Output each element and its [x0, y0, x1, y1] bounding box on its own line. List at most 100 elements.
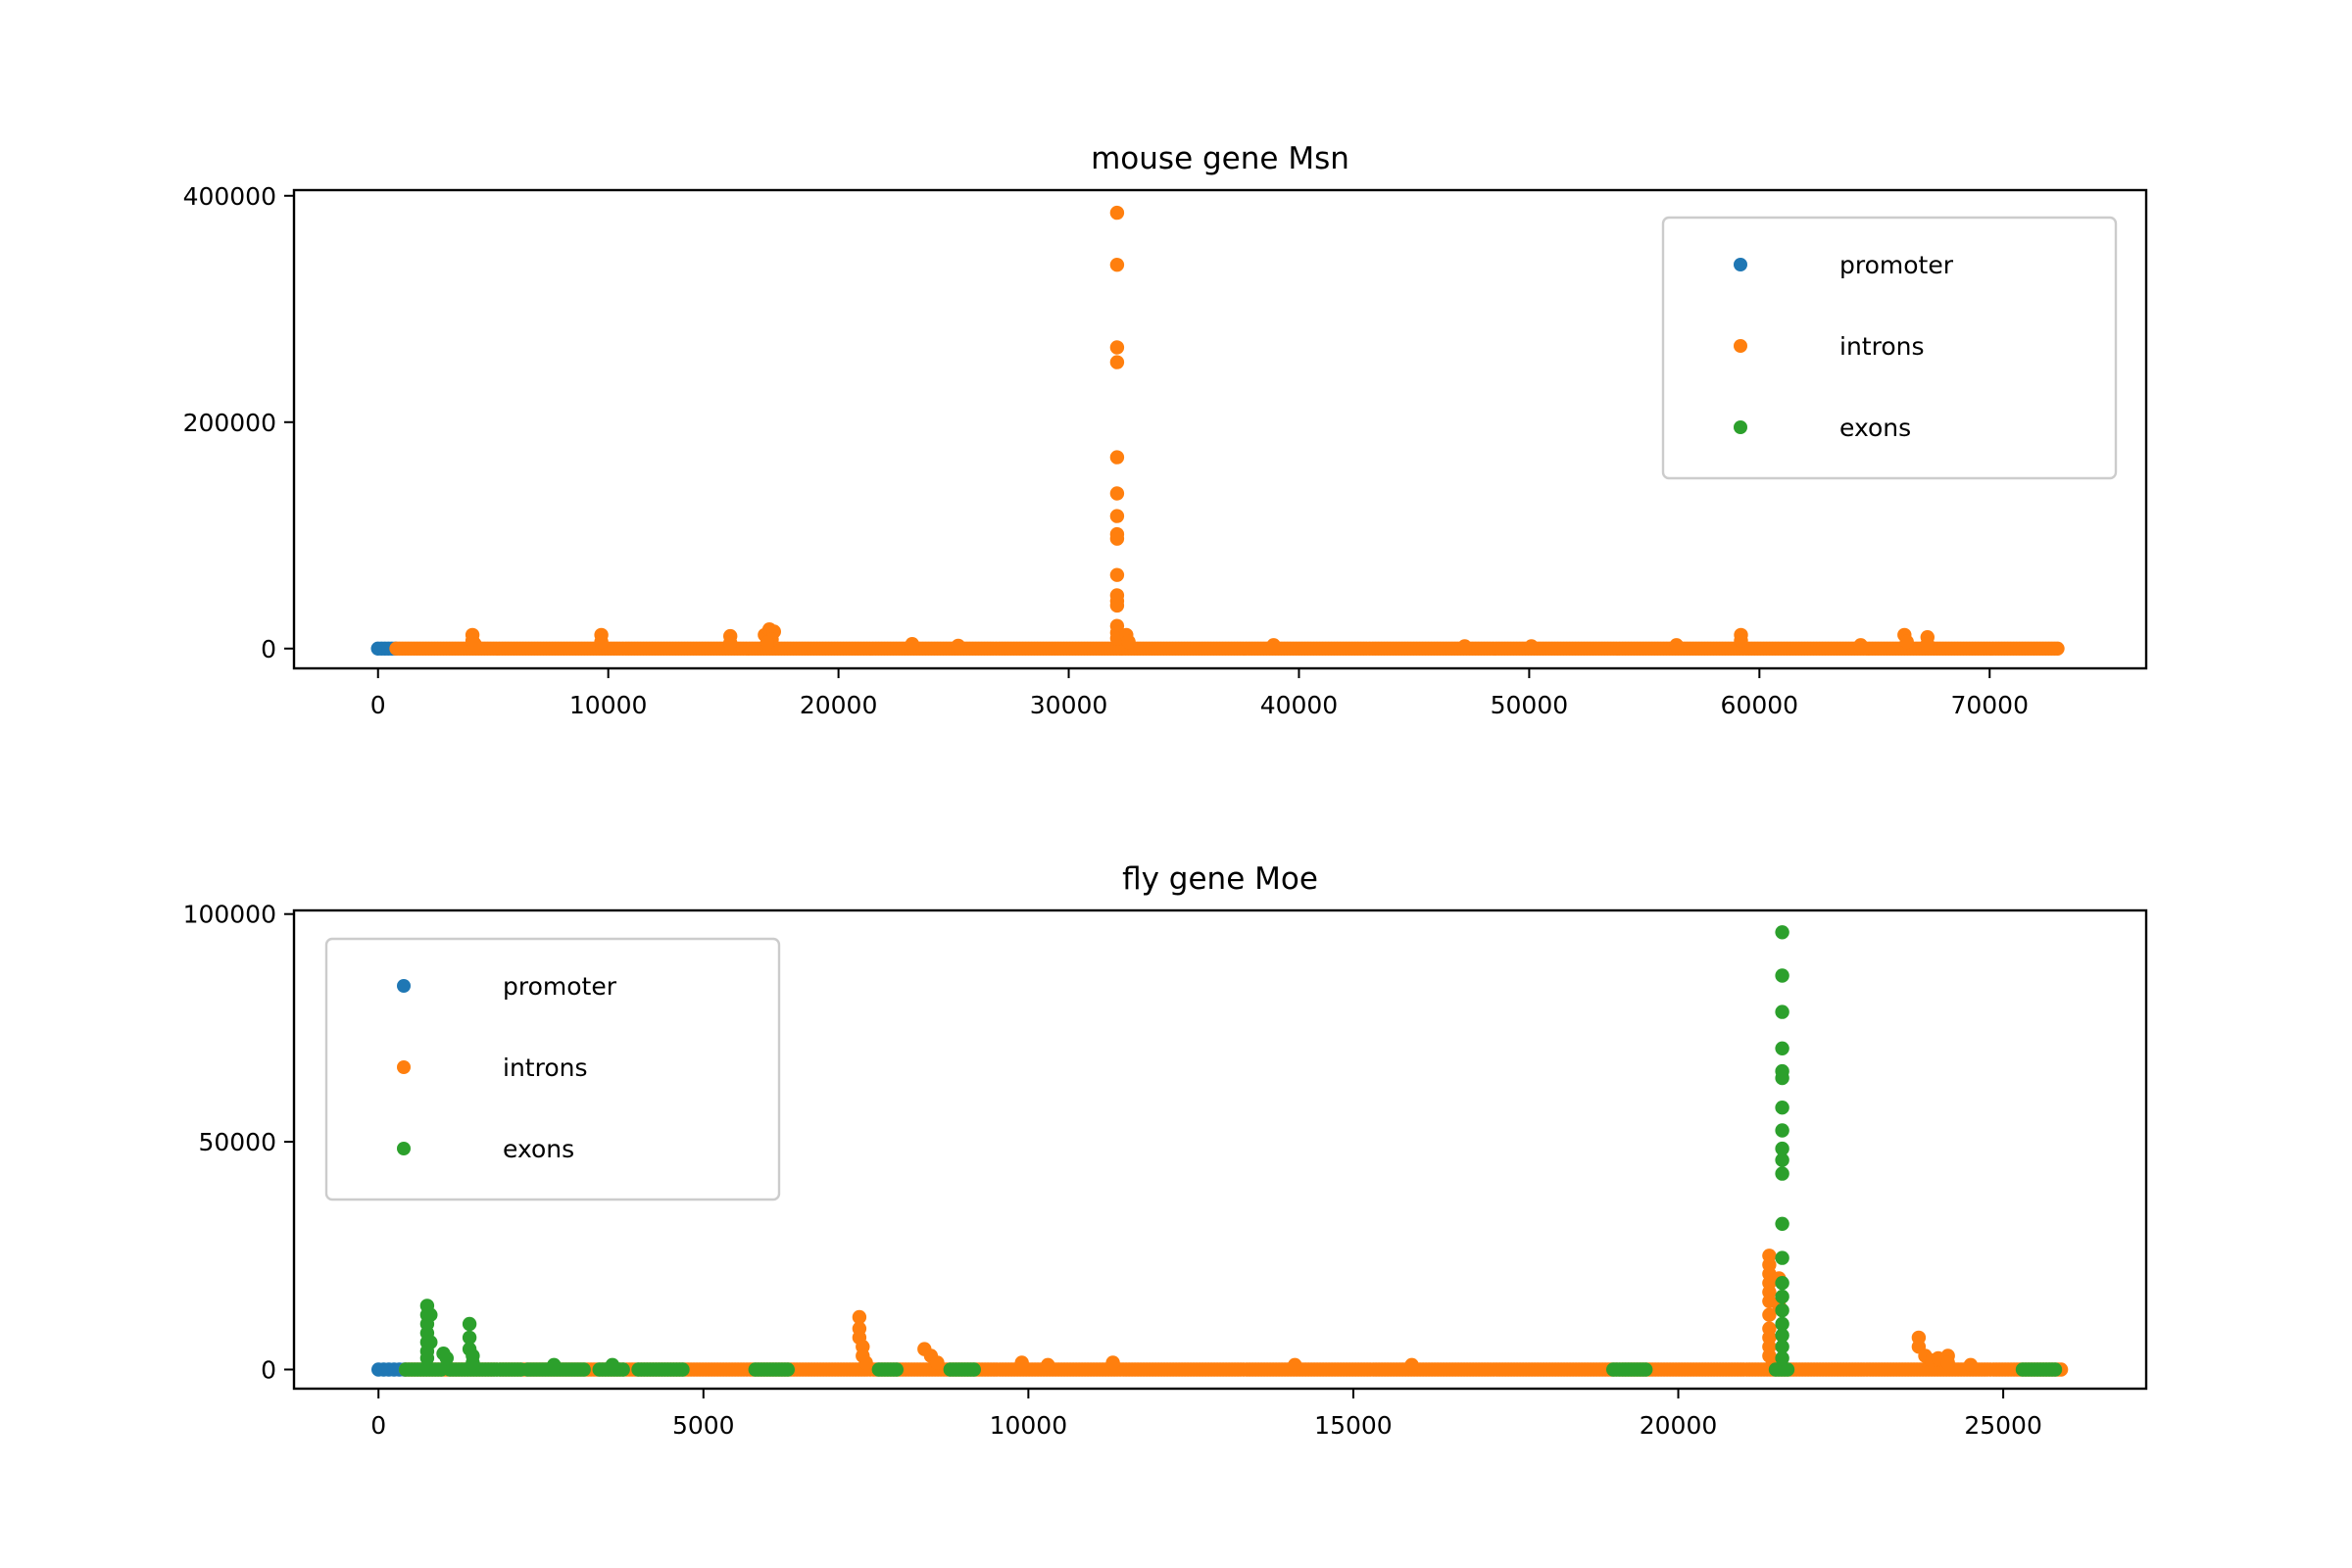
exons-point: [419, 1350, 435, 1366]
exons-point: [605, 1357, 620, 1373]
legend-marker: [397, 1060, 411, 1074]
x-tick-label: 40000: [1260, 691, 1339, 719]
data-points: [370, 205, 2065, 656]
introns-point: [1109, 486, 1125, 501]
y-tick-label: 100000: [183, 901, 276, 929]
exons-point: [466, 1355, 480, 1370]
legend-marker: [1734, 339, 1747, 353]
y-axis: 0 200000 400000: [183, 182, 294, 663]
exons-point: [1775, 1276, 1789, 1291]
chart-title: mouse gene Msn: [1091, 141, 1349, 176]
exons-point: [1775, 1216, 1789, 1232]
legend: promoter introns exons: [1661, 216, 2118, 480]
x-tick-label: 10000: [990, 1411, 1068, 1440]
chart-panel-1: mouse gene Msn 0 10000 20000 30000 40000 50000…: [183, 141, 2148, 719]
introns-point: [2050, 641, 2065, 656]
y-tick-label: 0: [261, 1355, 276, 1384]
x-tick-label: 10000: [569, 691, 648, 719]
x-tick-label: 0: [370, 691, 386, 719]
introns-point: [467, 637, 482, 652]
introns-point: [1121, 634, 1136, 650]
exons-point: [675, 1362, 690, 1377]
x-tick-label: 0: [370, 1411, 386, 1440]
legend-marker: [397, 1142, 411, 1155]
legend-label: exons: [1839, 414, 1911, 442]
axes-frame: [292, 188, 2148, 670]
introns-point: [1109, 567, 1125, 582]
introns-point: [1963, 1357, 1979, 1373]
exons-point: [1775, 1152, 1789, 1167]
introns-point: [1762, 1307, 1777, 1322]
introns-point: [1266, 638, 1281, 653]
x-tick-label: 25000: [1964, 1411, 2042, 1440]
legend-label: promoter: [503, 972, 617, 1001]
exons-point: [1775, 1316, 1789, 1332]
introns-point: [594, 634, 609, 650]
exons-point: [1775, 1340, 1789, 1354]
legend-marker: [1734, 258, 1747, 271]
legend-entry: exons: [397, 1135, 574, 1163]
introns-point: [1899, 634, 1914, 650]
exons-point: [576, 1362, 591, 1377]
exons-point: [966, 1362, 981, 1377]
y-tick-label: 400000: [183, 182, 276, 211]
introns-point: [1109, 340, 1125, 355]
introns-point: [1288, 1357, 1302, 1373]
series-introns: [389, 205, 2065, 656]
introns-point: [1109, 531, 1125, 546]
x-axis: 0 5000 10000 15000 20000 25000: [370, 1389, 2042, 1440]
introns-point: [858, 1355, 873, 1370]
exons-point: [1775, 1141, 1789, 1156]
exons-point: [1775, 1070, 1789, 1086]
exons-point: [1775, 1123, 1789, 1138]
introns-point: [1734, 633, 1748, 648]
x-tick-label: 5000: [672, 1411, 735, 1440]
exons-point: [2047, 1362, 2063, 1377]
chart-panel-2: fly gene Moe 0 5000 10000 15000 20000 25000 0 50…: [183, 861, 2148, 1440]
x-tick-label: 60000: [1721, 691, 1799, 719]
introns-point: [1041, 1357, 1055, 1373]
y-tick-label: 0: [261, 635, 276, 663]
axes-frame: [292, 908, 2148, 1391]
legend: promoter introns exons: [324, 937, 781, 1201]
exons-point: [1775, 1166, 1789, 1181]
introns-point: [1524, 639, 1539, 654]
legend-marker: [1734, 420, 1747, 434]
legend-entry: introns: [1734, 332, 1925, 361]
x-axis: 0 10000 20000 30000 40000 50000 60000 70000: [370, 668, 2029, 719]
exons-point: [462, 1330, 477, 1346]
legend-box: [324, 937, 781, 1201]
legend-label: introns: [503, 1054, 588, 1082]
legend-entry: promoter: [397, 972, 617, 1001]
x-tick-label: 20000: [1640, 1411, 1718, 1440]
exons-point: [780, 1362, 795, 1377]
legend-box: [1661, 216, 2118, 480]
introns-point: [1105, 1355, 1120, 1370]
x-tick-label: 50000: [1491, 691, 1569, 719]
exons-point: [423, 1335, 438, 1349]
introns-point: [1109, 509, 1125, 523]
introns-point: [1109, 450, 1125, 465]
x-tick-label: 30000: [1030, 691, 1108, 719]
introns-point: [852, 1309, 867, 1325]
exons-point: [1780, 1362, 1795, 1377]
exons-point: [1775, 1350, 1789, 1366]
series-exons: [398, 925, 2063, 1377]
exons-point: [1775, 925, 1789, 940]
legend-label: exons: [503, 1135, 574, 1163]
x-tick-label: 70000: [1950, 691, 2029, 719]
introns-point: [1940, 1355, 1955, 1370]
legend-entry: introns: [397, 1054, 588, 1082]
introns-point: [1669, 638, 1684, 653]
introns-point: [723, 635, 738, 651]
exons-point: [462, 1316, 477, 1332]
exons-point: [1775, 1289, 1789, 1304]
exons-point: [1639, 1362, 1653, 1377]
exons-point: [889, 1362, 904, 1377]
introns-point: [930, 1355, 945, 1370]
exons-point: [1775, 1250, 1789, 1265]
introns-point: [760, 635, 774, 651]
legend-entry: promoter: [1734, 251, 1954, 279]
x-tick-label: 15000: [1314, 1411, 1393, 1440]
legend-marker: [397, 979, 411, 993]
